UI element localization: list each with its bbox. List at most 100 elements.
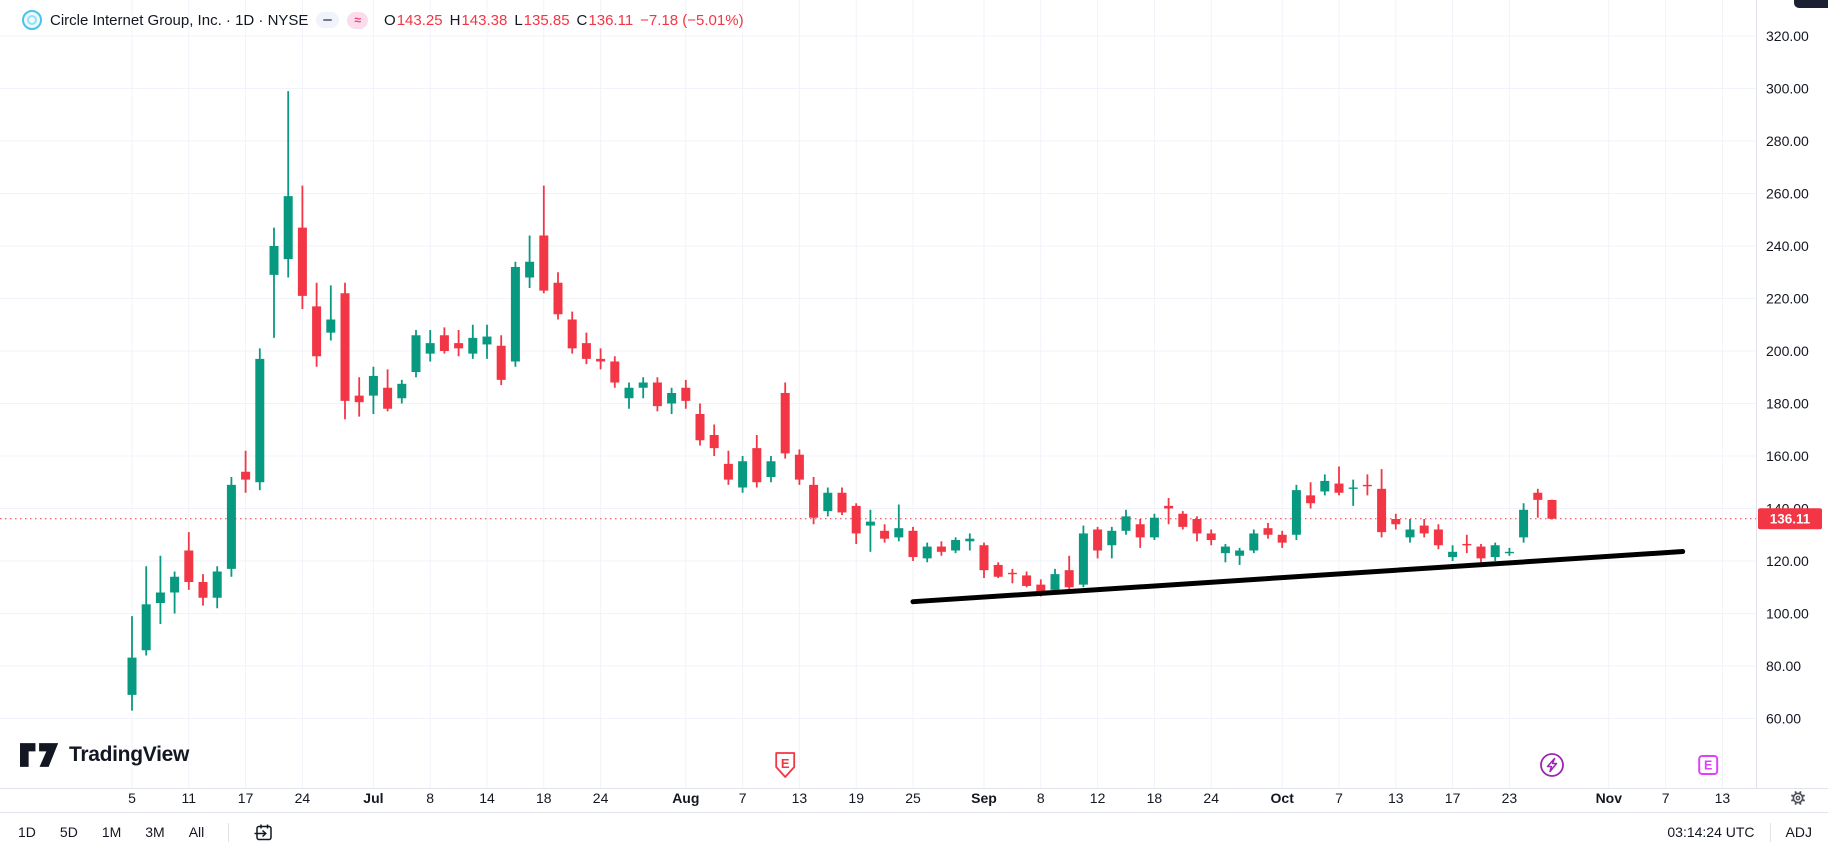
price-axis[interactable]: 320.00 300.00 280.00 260.00 240.00 220.00 200.…	[1766, 28, 1809, 727]
candle	[837, 487, 847, 516]
ohlc-values: O 143.25 H 143.38 L 135.85 C 136.11 −7.18 (−…	[384, 12, 744, 29]
candle	[610, 356, 620, 388]
candle	[326, 285, 336, 341]
candle-body	[1377, 488, 1387, 533]
candle	[894, 504, 904, 542]
candle	[1334, 466, 1344, 496]
candle-body	[155, 592, 165, 603]
candle	[1490, 542, 1500, 561]
price-tick-label: 180.00	[1766, 396, 1809, 412]
candle	[312, 282, 322, 367]
approx-data-icon[interactable]: ≈	[347, 11, 369, 29]
range-1m-button[interactable]: 1M	[101, 824, 122, 840]
earnings-badge[interactable]: E	[775, 752, 796, 778]
candle-body	[1334, 483, 1344, 493]
gear-tooth	[1791, 794, 1795, 798]
candle-body	[581, 343, 591, 359]
candle-body	[1519, 509, 1529, 538]
range-5d-button[interactable]: 5D	[59, 824, 78, 840]
change-value: −7.18 (−5.01%)	[640, 11, 744, 29]
time-tick-label: 7	[1335, 790, 1343, 806]
candle	[1462, 534, 1472, 554]
candle	[1192, 516, 1202, 542]
range-3m-button[interactable]: 3M	[145, 824, 165, 840]
time-tick-label: 24	[593, 790, 609, 806]
candle-body	[1007, 572, 1017, 575]
time-tick-label: 13	[1715, 790, 1731, 806]
candle	[1149, 513, 1159, 540]
earnings-letter: E	[781, 756, 790, 771]
candle	[1533, 488, 1543, 518]
time-tick-label: 24	[1203, 790, 1219, 806]
candle	[993, 562, 1003, 579]
candle-body	[1362, 484, 1372, 487]
time-tick-label: 24	[295, 790, 311, 806]
candle	[667, 387, 677, 414]
time-tick-label: Aug	[672, 790, 699, 806]
candle-body	[823, 492, 833, 512]
time-axis[interactable]: 5 11 17 24 Jul 8 14 18 24 Aug 7 13 19 25 Sep 8 12 18 24 Oct…	[128, 790, 1730, 806]
gear-tooth	[1801, 798, 1805, 802]
candle-body	[1391, 519, 1401, 525]
candle	[553, 272, 563, 320]
candle-body	[439, 335, 449, 351]
symbol-title[interactable]: Circle Internet Group, Inc. · 1D · NYSE	[50, 11, 309, 29]
current-price-label: 136.11	[1758, 508, 1822, 530]
chart-surface[interactable]	[0, 0, 1756, 788]
price-label-box	[1758, 508, 1822, 530]
candle-body	[567, 319, 577, 349]
candle	[880, 524, 890, 543]
candle	[525, 235, 535, 288]
candle-body	[695, 414, 705, 441]
adjusted-data-toggle[interactable]: ADJ	[1785, 824, 1812, 840]
candle-body	[1135, 524, 1145, 538]
trendline-drawing[interactable]	[910, 549, 1686, 605]
price-tick-label: 80.00	[1766, 658, 1801, 674]
candle	[1419, 519, 1429, 538]
candle-body	[510, 267, 520, 362]
candle-body	[127, 657, 137, 695]
candle-body	[1178, 513, 1188, 527]
status-bar: 03:14:24 UTC ADJ	[1667, 822, 1828, 842]
candle-body	[1419, 525, 1429, 534]
candle	[567, 311, 577, 354]
price-label-text: 136.11	[1770, 512, 1811, 527]
candle-body	[1462, 543, 1472, 546]
range-all-button[interactable]: All	[188, 824, 205, 840]
time-tick-label: 11	[182, 790, 197, 806]
price-chart[interactable]: 320.00 300.00 280.00 260.00 240.00 220.00 200.…	[0, 0, 1828, 812]
candle-body	[397, 383, 407, 399]
candle-body	[141, 604, 151, 651]
latest-bar-event[interactable]	[1540, 753, 1564, 777]
low-label: L	[514, 11, 523, 29]
candle-body	[1022, 575, 1032, 586]
candle-body	[1405, 529, 1415, 538]
candle-body	[681, 387, 691, 401]
candle	[1178, 511, 1188, 530]
open-value: 143.25	[396, 11, 443, 29]
upcoming-earnings-badge[interactable]: E	[1698, 755, 1719, 775]
candle-body	[780, 393, 790, 454]
time-axis-settings-gear-icon[interactable]	[1791, 791, 1805, 805]
candle-body	[525, 261, 535, 278]
range-1d-button[interactable]: 1D	[18, 824, 36, 840]
candle-body	[965, 538, 975, 542]
go-to-date-icon[interactable]	[253, 822, 274, 843]
candle	[936, 541, 946, 556]
candle-body	[1078, 533, 1088, 585]
candle	[184, 532, 194, 590]
time-tick-label: 17	[238, 790, 254, 806]
candle-body	[936, 546, 946, 552]
candle-body	[1121, 516, 1131, 531]
candle-body	[1164, 505, 1174, 509]
tradingview-watermark[interactable]: TradingView	[20, 742, 189, 768]
candle-series	[127, 91, 1557, 711]
candle-body	[283, 196, 293, 260]
clock-utc[interactable]: 03:14:24 UTC	[1667, 824, 1755, 840]
corner-widget[interactable]	[1794, 0, 1828, 8]
candle-body	[198, 582, 208, 598]
candle	[170, 571, 180, 614]
minimize-legend-icon[interactable]	[316, 12, 340, 28]
candle-body	[1533, 492, 1543, 500]
candle	[794, 449, 804, 485]
